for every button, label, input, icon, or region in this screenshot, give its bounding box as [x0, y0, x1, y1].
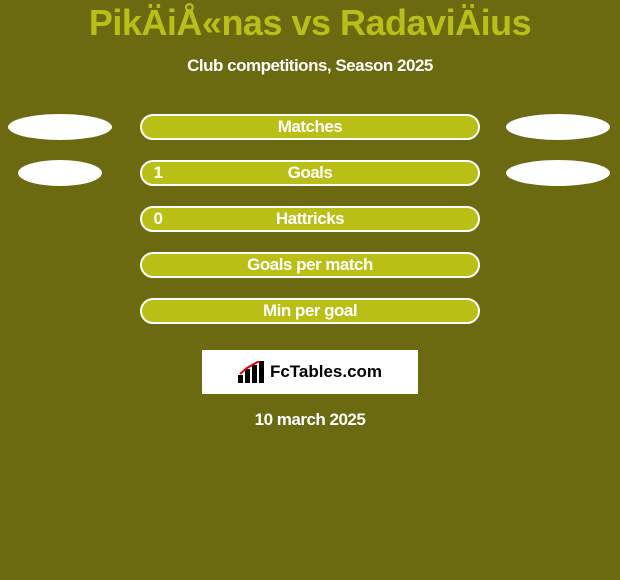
subtitle: Club competitions, Season 2025 [0, 56, 620, 76]
stat-bar [140, 298, 480, 324]
bar-chart-icon [238, 361, 264, 383]
value-ellipse-right [506, 160, 610, 186]
brand-text: FcTables.com [270, 362, 382, 382]
stat-bar [140, 252, 480, 278]
stat-value-left: 0 [146, 206, 170, 232]
stat-value-left: 1 [146, 160, 170, 186]
stat-bar [140, 114, 480, 140]
stat-row: Min per goal [0, 298, 620, 344]
value-ellipse-right [506, 114, 610, 140]
brand-card[interactable]: FcTables.com [202, 350, 418, 394]
footer-date: 10 march 2025 [0, 410, 620, 430]
stat-row: Hattricks0 [0, 206, 620, 252]
stat-bar [140, 206, 480, 232]
stat-bar [140, 160, 480, 186]
value-ellipse-left [8, 114, 112, 140]
stat-row: Goals1 [0, 160, 620, 206]
page-title: PikÄiÅ«nas vs RadaviÄius [0, 0, 620, 42]
value-ellipse-left [18, 160, 102, 186]
comparison-widget: PikÄiÅ«nas vs RadaviÄius Club competitio… [0, 0, 620, 580]
stat-row: Matches [0, 114, 620, 160]
stat-rows: MatchesGoals1Hattricks0Goals per matchMi… [0, 114, 620, 344]
stat-row: Goals per match [0, 252, 620, 298]
